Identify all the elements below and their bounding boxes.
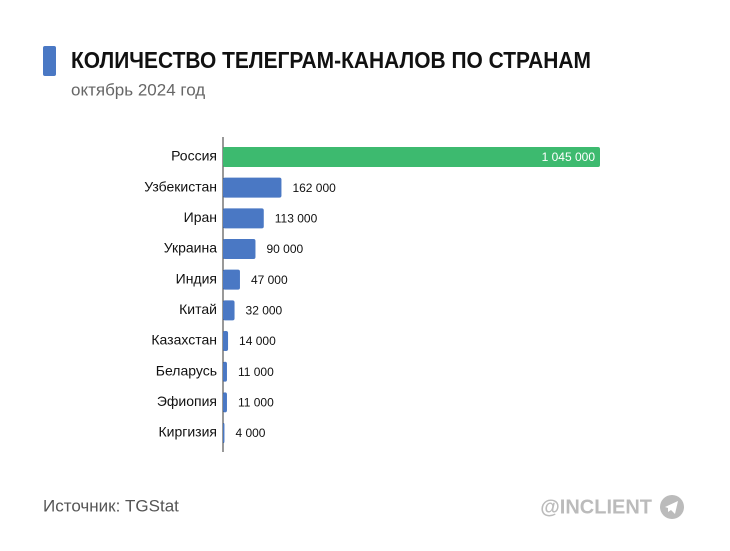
category-label: Казахстан <box>151 332 217 348</box>
bar <box>223 331 229 352</box>
category-label: Узбекистан <box>144 178 217 194</box>
category-label: Украина <box>164 240 218 256</box>
value-label: 14 000 <box>239 334 276 348</box>
bar <box>223 269 240 290</box>
brand: @INCLIENT <box>540 496 652 518</box>
bar <box>223 300 235 321</box>
category-label: Россия <box>171 148 217 164</box>
bar <box>223 239 256 260</box>
title-accent <box>43 46 56 76</box>
bar <box>223 392 227 413</box>
value-label: 113 000 <box>275 212 318 226</box>
category-label: Киргизия <box>158 424 217 440</box>
value-label: 1 045 000 <box>542 150 596 164</box>
bar <box>223 423 225 444</box>
value-label: 11 000 <box>238 396 274 410</box>
category-label: Индия <box>176 270 217 286</box>
value-label: 162 000 <box>292 181 336 195</box>
value-label: 47 000 <box>251 273 288 287</box>
category-label: Иран <box>184 209 217 225</box>
bar <box>223 147 600 167</box>
telegram-icon <box>660 495 684 519</box>
bar <box>223 361 227 382</box>
source: Источник: TGStat <box>43 496 179 515</box>
category-label: Китай <box>179 301 217 317</box>
value-label: 4 000 <box>235 426 265 440</box>
chart-title: КОЛИЧЕСТВО ТЕЛЕГРАМ-КАНАЛОВ ПО СТРАНАМ <box>71 47 591 73</box>
value-label: 11 000 <box>238 365 274 379</box>
bar <box>223 177 282 198</box>
bar <box>223 208 264 229</box>
chart-subtitle: октябрь 2024 год <box>71 80 205 99</box>
value-label: 32 000 <box>246 304 283 318</box>
value-label: 90 000 <box>266 242 303 256</box>
category-label: Беларусь <box>156 362 217 378</box>
category-label: Эфиопия <box>157 393 217 409</box>
